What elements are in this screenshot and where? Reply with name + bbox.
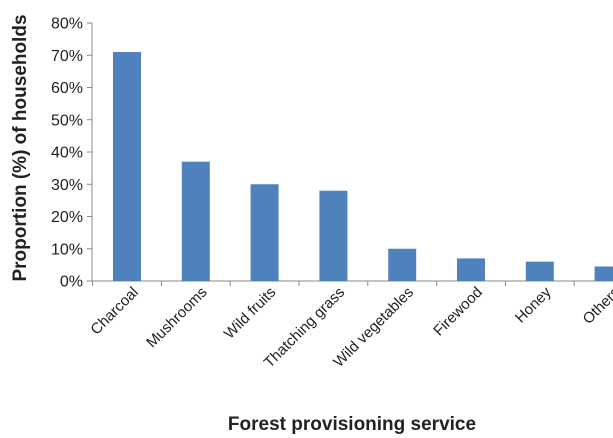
bar-mushrooms [181,161,210,281]
y-axis: 0% 10% 20% 30% 40% 50% 60% 70% 80% [51,16,613,291]
x-tick-label: Firewood [430,284,486,340]
x-tick-label: Others [580,284,613,328]
y-tick-label: 80% [51,16,83,33]
bar-thatching-grass [319,190,348,281]
x-tick-label: Charcoal [87,284,141,338]
y-axis-title: Proportion (%) of households [10,14,31,281]
bar-charcoal [113,52,141,282]
y-tick-label: 50% [51,112,83,129]
x-axis-title: Forest provisioning service [228,414,476,435]
x-tick-label: Wild fruits [221,284,280,343]
bar-honey [525,261,554,281]
y-tick-label: 40% [51,145,83,162]
bar-firewood [457,258,485,281]
bar-wild-vegetables [388,248,417,281]
bars [113,52,613,282]
y-tick-label: 0% [60,274,83,291]
y-tick-label: 30% [51,177,83,194]
bar-wild-fruits [250,184,279,281]
y-tick-label: 60% [51,80,83,97]
y-tick-label: 70% [51,48,83,65]
x-tick-label: Mushrooms [143,284,210,351]
x-tick-label: Honey [512,283,555,326]
y-tick-label: 10% [51,241,83,258]
bar-others [594,266,613,281]
y-tick-label: 20% [51,209,83,226]
